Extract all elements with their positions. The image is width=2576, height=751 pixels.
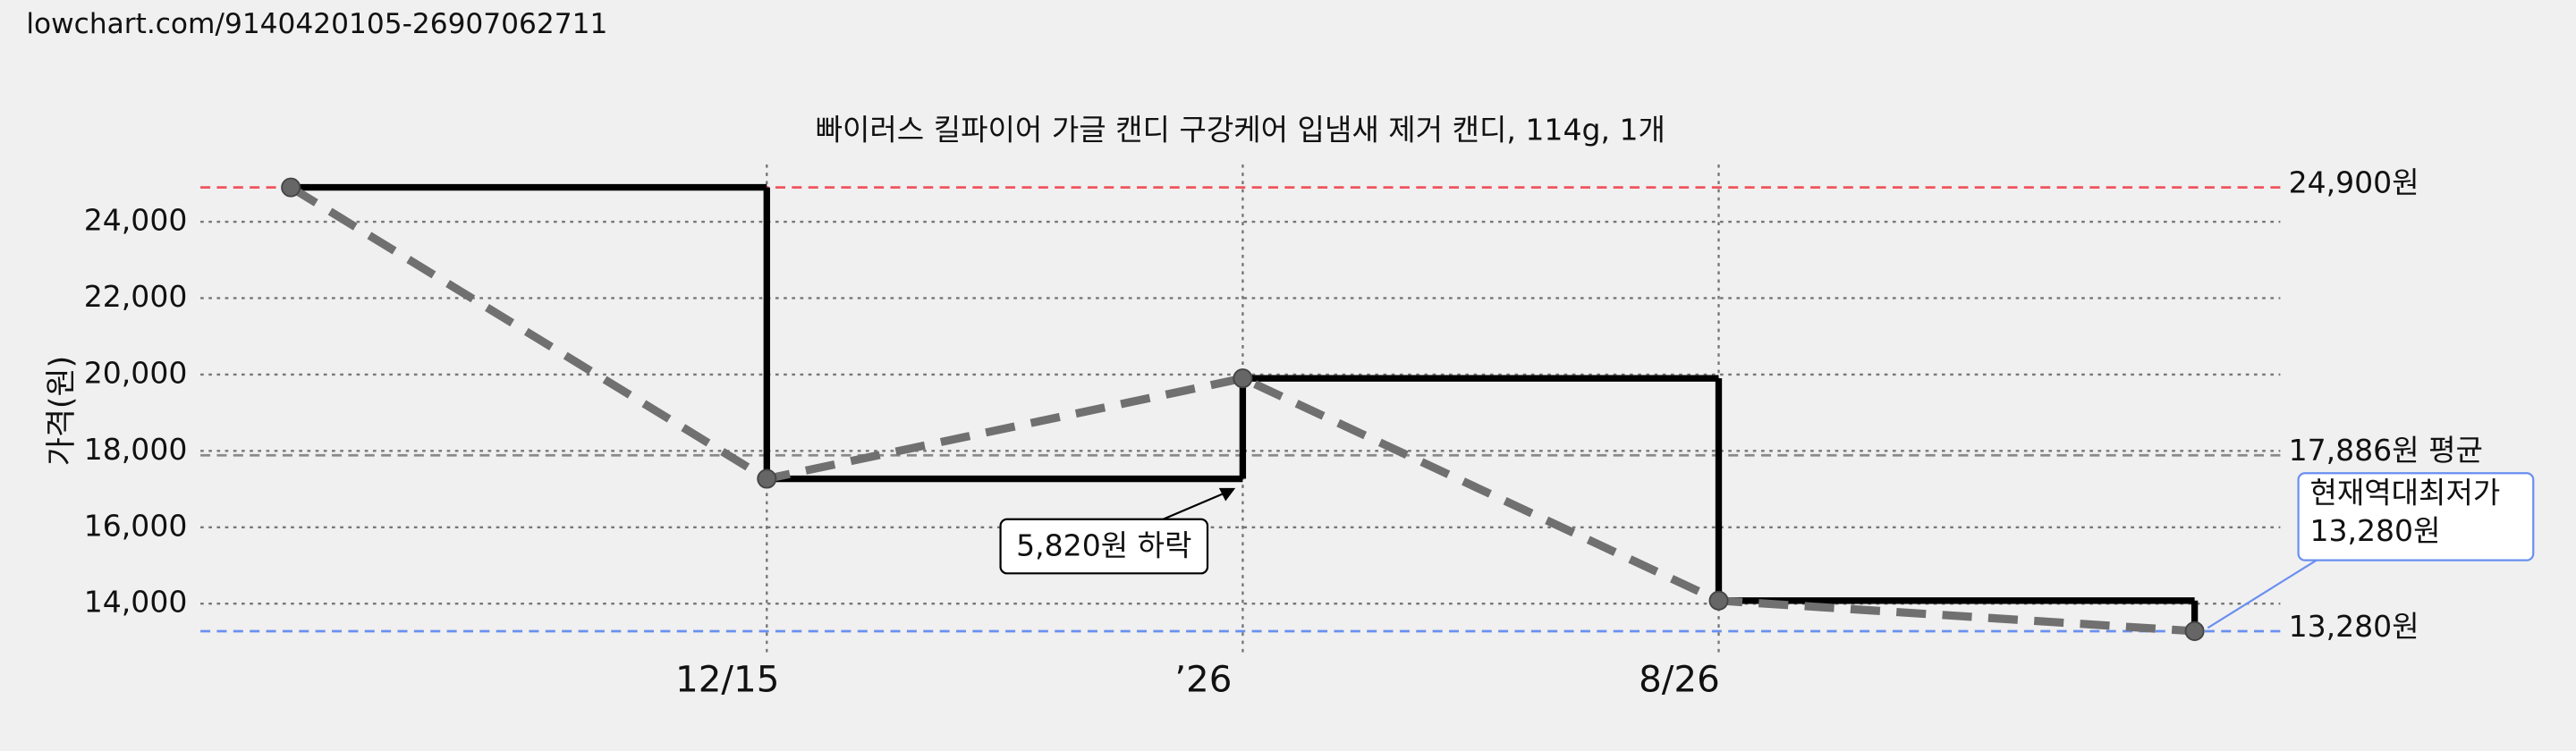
point — [2184, 620, 2205, 641]
annotation-arrow — [1162, 490, 1230, 520]
callout-text: 현재역대최저가 — [2309, 476, 2500, 511]
y-tick-label: 18,000 — [84, 432, 188, 467]
x-tick-label: ’26 — [1174, 658, 1232, 701]
x-tick-label: 8/26 — [1639, 658, 1720, 701]
point — [1708, 590, 1729, 611]
callout-text: 13,280원 — [2309, 513, 2440, 548]
point — [281, 177, 301, 198]
arrow-head — [1218, 487, 1236, 502]
annotation-box — [999, 518, 1209, 575]
point — [1233, 368, 1253, 389]
reference-label: 24,900원 — [2289, 165, 2419, 199]
callout-arrow — [2207, 559, 2318, 629]
y-tick-label: 24,000 — [84, 203, 188, 238]
y-tick-label: 22,000 — [84, 279, 188, 314]
point — [757, 468, 777, 489]
url: lowchart.com/9140420105-26907062711 — [26, 8, 607, 40]
y-tick-label: 16,000 — [84, 508, 188, 543]
y-axis-label: 가격(원) — [44, 356, 80, 466]
x-tick-label: 12/15 — [675, 658, 779, 701]
reference-label: 17,886원 평균 — [2289, 433, 2483, 468]
annotation-text: 5,820원 하락 — [1016, 527, 1191, 562]
y-tick-label: 20,000 — [84, 355, 188, 390]
callout-box — [2297, 472, 2535, 561]
chart-title: 빠이러스 킬파이어 가글 캔디 구강케어 입냄새 제거 캔디, 114g, 1개 — [816, 113, 1665, 148]
trend-line — [288, 183, 2195, 636]
reference-label: 13,280원 — [2289, 609, 2419, 644]
y-tick-label: 14,000 — [84, 585, 188, 620]
